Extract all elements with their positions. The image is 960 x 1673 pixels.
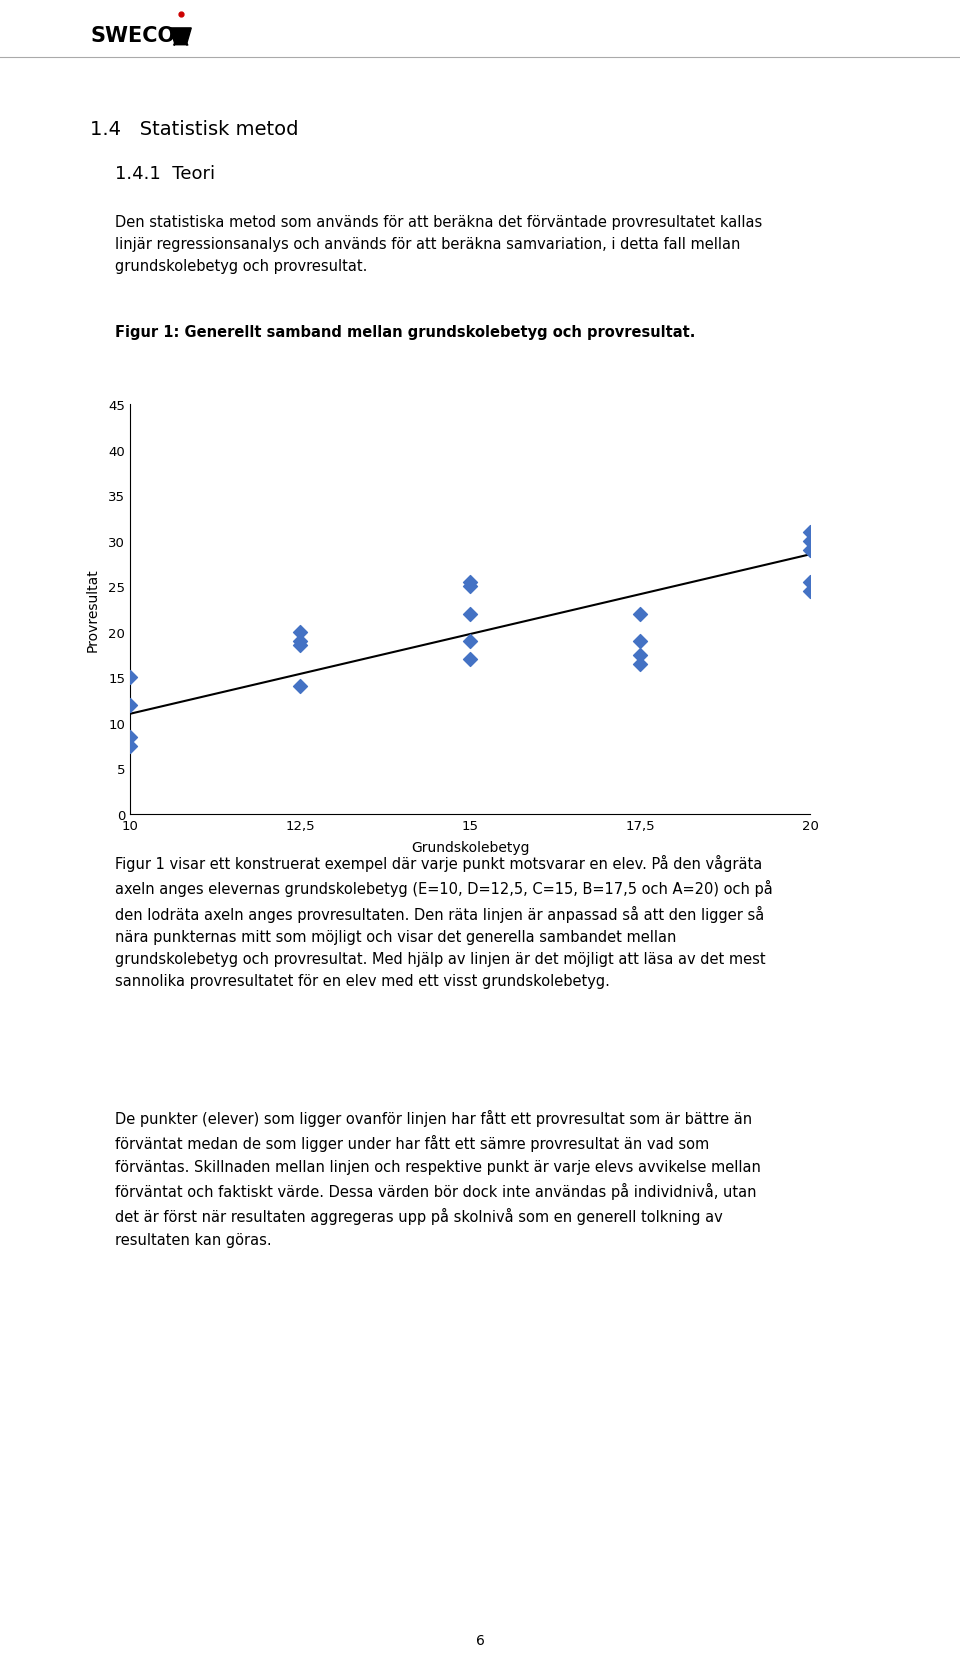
Polygon shape [170, 28, 191, 45]
Text: Figur 1 visar ett konstruerat exempel där varje punkt motsvarar en elev. På den : Figur 1 visar ett konstruerat exempel dä… [115, 855, 773, 989]
Point [803, 519, 818, 545]
X-axis label: Grundskolebetyg: Grundskolebetyg [411, 842, 529, 855]
Point [292, 627, 307, 654]
Text: SWECO: SWECO [90, 25, 175, 45]
Text: 1.4   Statistisk metod: 1.4 Statistisk metod [90, 120, 299, 139]
Point [633, 601, 648, 627]
Point [122, 733, 137, 760]
Point [803, 569, 818, 596]
Point [463, 627, 478, 654]
Point [803, 537, 818, 564]
Point [122, 693, 137, 719]
Text: Den statistiska metod som används för att beräkna det förväntade provresultatet : Den statistiska metod som används för at… [115, 214, 762, 274]
Point [463, 569, 478, 596]
Point [292, 619, 307, 646]
Point [122, 724, 137, 751]
Point [292, 632, 307, 659]
Point [292, 674, 307, 701]
Text: Figur 1: Generellt samband mellan grundskolebetyg och provresultat.: Figur 1: Generellt samband mellan grunds… [115, 325, 695, 340]
Point [633, 651, 648, 678]
Y-axis label: Provresultat: Provresultat [85, 567, 100, 651]
Point [463, 574, 478, 601]
Point [803, 529, 818, 555]
Point [803, 579, 818, 606]
Point [122, 664, 137, 691]
Text: De punkter (elever) som ligger ovanför linjen har fått ett provresultat som är b: De punkter (elever) som ligger ovanför l… [115, 1109, 761, 1246]
Point [463, 646, 478, 673]
Text: 1.4.1  Teori: 1.4.1 Teori [115, 166, 215, 182]
Point [633, 642, 648, 669]
Point [633, 627, 648, 654]
Text: 6: 6 [475, 1633, 485, 1646]
Point [463, 601, 478, 627]
